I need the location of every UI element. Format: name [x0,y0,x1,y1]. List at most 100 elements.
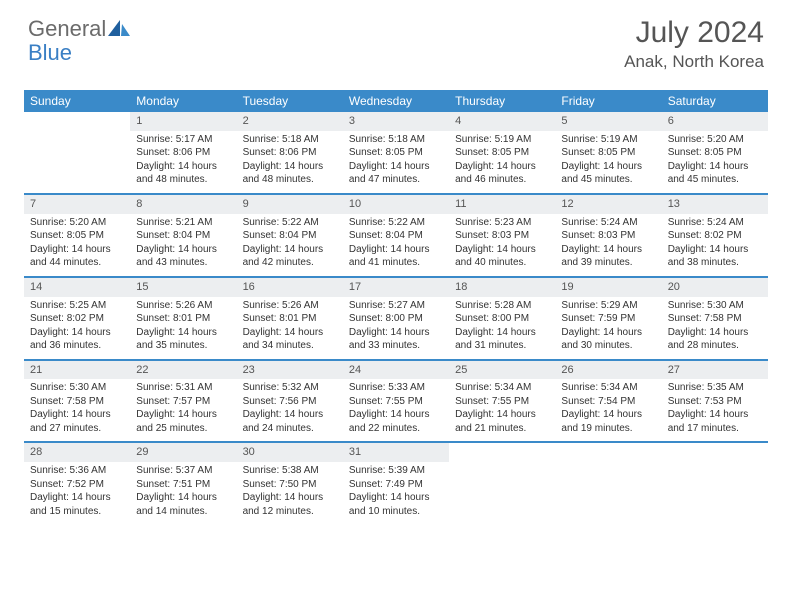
cell-body: Sunrise: 5:18 AMSunset: 8:06 PMDaylight:… [237,131,343,193]
day-number: 29 [130,443,236,462]
day-header: Tuesday [237,90,343,112]
day-number: 23 [237,361,343,380]
calendar-cell: 2Sunrise: 5:18 AMSunset: 8:06 PMDaylight… [237,112,343,193]
sunrise-text: Sunrise: 5:31 AM [136,381,230,395]
cell-body: Sunrise: 5:33 AMSunset: 7:55 PMDaylight:… [343,379,449,441]
day-header: Thursday [449,90,555,112]
day-number: 17 [343,278,449,297]
daylight-text: Daylight: 14 hours and 39 minutes. [561,243,655,270]
sunrise-text: Sunrise: 5:18 AM [243,133,337,147]
cell-body: Sunrise: 5:26 AMSunset: 8:01 PMDaylight:… [237,297,343,359]
calendar-cell: 11Sunrise: 5:23 AMSunset: 8:03 PMDayligh… [449,195,555,276]
sunrise-text: Sunrise: 5:22 AM [243,216,337,230]
brand-part1: General [28,16,106,42]
day-number: 16 [237,278,343,297]
cell-body: Sunrise: 5:26 AMSunset: 8:01 PMDaylight:… [130,297,236,359]
day-number: 9 [237,195,343,214]
month-title: July 2024 [624,16,764,50]
cell-body: Sunrise: 5:29 AMSunset: 7:59 PMDaylight:… [555,297,661,359]
day-number: 14 [24,278,130,297]
cell-body: Sunrise: 5:37 AMSunset: 7:51 PMDaylight:… [130,462,236,524]
calendar-cell: 27Sunrise: 5:35 AMSunset: 7:53 PMDayligh… [662,361,768,442]
sunrise-text: Sunrise: 5:19 AM [455,133,549,147]
daylight-text: Daylight: 14 hours and 34 minutes. [243,326,337,353]
daylight-text: Daylight: 14 hours and 45 minutes. [561,160,655,187]
daylight-text: Daylight: 14 hours and 48 minutes. [136,160,230,187]
week-row: 1Sunrise: 5:17 AMSunset: 8:06 PMDaylight… [24,112,768,195]
calendar: SundayMondayTuesdayWednesdayThursdayFrid… [24,90,768,524]
sunrise-text: Sunrise: 5:26 AM [243,299,337,313]
week-row: 7Sunrise: 5:20 AMSunset: 8:05 PMDaylight… [24,195,768,278]
sunrise-text: Sunrise: 5:35 AM [668,381,762,395]
calendar-cell: 12Sunrise: 5:24 AMSunset: 8:03 PMDayligh… [555,195,661,276]
daylight-text: Daylight: 14 hours and 28 minutes. [668,326,762,353]
daylight-text: Daylight: 14 hours and 42 minutes. [243,243,337,270]
day-number: 12 [555,195,661,214]
weeks-container: 1Sunrise: 5:17 AMSunset: 8:06 PMDaylight… [24,112,768,524]
daylight-text: Daylight: 14 hours and 45 minutes. [668,160,762,187]
day-number: 18 [449,278,555,297]
daylight-text: Daylight: 14 hours and 15 minutes. [30,491,124,518]
day-header: Saturday [662,90,768,112]
sunset-text: Sunset: 8:06 PM [243,146,337,160]
sunrise-text: Sunrise: 5:27 AM [349,299,443,313]
day-header: Monday [130,90,236,112]
sunrise-text: Sunrise: 5:32 AM [243,381,337,395]
sunrise-text: Sunrise: 5:38 AM [243,464,337,478]
sunrise-text: Sunrise: 5:19 AM [561,133,655,147]
sunset-text: Sunset: 7:49 PM [349,478,443,492]
cell-body: Sunrise: 5:24 AMSunset: 8:02 PMDaylight:… [662,214,768,276]
sunset-text: Sunset: 8:05 PM [455,146,549,160]
day-number: 6 [662,112,768,131]
daylight-text: Daylight: 14 hours and 14 minutes. [136,491,230,518]
daylight-text: Daylight: 14 hours and 33 minutes. [349,326,443,353]
daylight-text: Daylight: 14 hours and 30 minutes. [561,326,655,353]
daylight-text: Daylight: 14 hours and 12 minutes. [243,491,337,518]
calendar-cell: 23Sunrise: 5:32 AMSunset: 7:56 PMDayligh… [237,361,343,442]
sunrise-text: Sunrise: 5:28 AM [455,299,549,313]
sunrise-text: Sunrise: 5:24 AM [561,216,655,230]
week-row: 21Sunrise: 5:30 AMSunset: 7:58 PMDayligh… [24,361,768,444]
cell-body: Sunrise: 5:27 AMSunset: 8:00 PMDaylight:… [343,297,449,359]
day-header-row: SundayMondayTuesdayWednesdayThursdayFrid… [24,90,768,112]
calendar-cell: 13Sunrise: 5:24 AMSunset: 8:02 PMDayligh… [662,195,768,276]
sunset-text: Sunset: 8:00 PM [349,312,443,326]
day-number: 22 [130,361,236,380]
brand-part2: Blue [28,40,72,66]
cell-body: Sunrise: 5:21 AMSunset: 8:04 PMDaylight:… [130,214,236,276]
calendar-cell: 1Sunrise: 5:17 AMSunset: 8:06 PMDaylight… [130,112,236,193]
day-number: 31 [343,443,449,462]
calendar-cell: 10Sunrise: 5:22 AMSunset: 8:04 PMDayligh… [343,195,449,276]
cell-body: Sunrise: 5:19 AMSunset: 8:05 PMDaylight:… [449,131,555,193]
sunrise-text: Sunrise: 5:39 AM [349,464,443,478]
sunrise-text: Sunrise: 5:24 AM [668,216,762,230]
calendar-cell: 20Sunrise: 5:30 AMSunset: 7:58 PMDayligh… [662,278,768,359]
calendar-cell: 9Sunrise: 5:22 AMSunset: 8:04 PMDaylight… [237,195,343,276]
day-number: 8 [130,195,236,214]
daylight-text: Daylight: 14 hours and 36 minutes. [30,326,124,353]
day-header: Wednesday [343,90,449,112]
cell-body: Sunrise: 5:23 AMSunset: 8:03 PMDaylight:… [449,214,555,276]
cell-body: Sunrise: 5:20 AMSunset: 8:05 PMDaylight:… [24,214,130,276]
calendar-cell: 21Sunrise: 5:30 AMSunset: 7:58 PMDayligh… [24,361,130,442]
sunset-text: Sunset: 8:02 PM [30,312,124,326]
sunrise-text: Sunrise: 5:20 AM [30,216,124,230]
sunset-text: Sunset: 7:58 PM [30,395,124,409]
day-header: Friday [555,90,661,112]
calendar-cell [662,443,768,524]
calendar-cell: 28Sunrise: 5:36 AMSunset: 7:52 PMDayligh… [24,443,130,524]
cell-body: Sunrise: 5:18 AMSunset: 8:05 PMDaylight:… [343,131,449,193]
sunrise-text: Sunrise: 5:29 AM [561,299,655,313]
sunset-text: Sunset: 8:03 PM [455,229,549,243]
daylight-text: Daylight: 14 hours and 46 minutes. [455,160,549,187]
sunrise-text: Sunrise: 5:30 AM [30,381,124,395]
calendar-cell: 7Sunrise: 5:20 AMSunset: 8:05 PMDaylight… [24,195,130,276]
cell-body: Sunrise: 5:34 AMSunset: 7:55 PMDaylight:… [449,379,555,441]
daylight-text: Daylight: 14 hours and 35 minutes. [136,326,230,353]
daylight-text: Daylight: 14 hours and 22 minutes. [349,408,443,435]
calendar-cell [555,443,661,524]
cell-body: Sunrise: 5:24 AMSunset: 8:03 PMDaylight:… [555,214,661,276]
calendar-cell: 29Sunrise: 5:37 AMSunset: 7:51 PMDayligh… [130,443,236,524]
calendar-cell: 15Sunrise: 5:26 AMSunset: 8:01 PMDayligh… [130,278,236,359]
cell-body: Sunrise: 5:30 AMSunset: 7:58 PMDaylight:… [662,297,768,359]
